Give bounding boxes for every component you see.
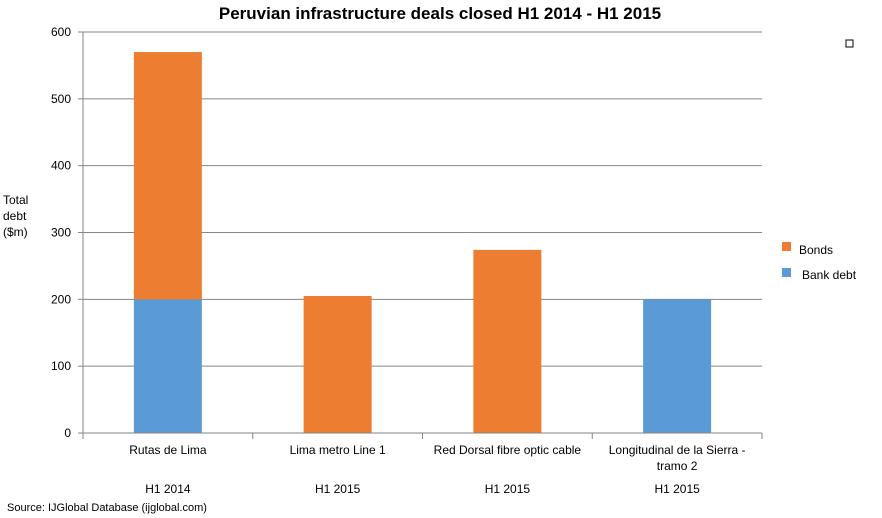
bar-segment-bank-debt <box>643 299 712 433</box>
y-axis-label: Total debt ($m) <box>3 193 28 239</box>
legend-label-bonds: Bonds <box>799 243 833 257</box>
legend: Bonds Bank debt <box>782 242 857 282</box>
legend-swatch-bank-debt <box>782 268 791 277</box>
x-tick-label: tramo 2 <box>657 459 698 473</box>
x-tick-label: Red Dorsal fibre optic cable <box>434 443 582 457</box>
y-tick-label: 600 <box>51 25 71 39</box>
legend-label-bank-debt: Bank debt <box>802 268 857 282</box>
y-axis-label-line: ($m) <box>3 225 28 239</box>
x-axis <box>82 32 763 439</box>
source-note: Source: IJGlobal Database (ijglobal.com) <box>7 502 207 514</box>
y-tick-label: 300 <box>51 226 71 240</box>
bar-segment-bank-debt <box>133 299 202 433</box>
y-tick-label: 200 <box>51 292 71 306</box>
y-tick-label: 100 <box>51 359 71 373</box>
x-tick-label: Longitudinal de la Sierra - <box>609 443 746 457</box>
x-period-label: H1 2014 <box>145 482 191 496</box>
x-tick-label: Lima metro Line 1 <box>290 443 386 457</box>
x-period-label: H1 2015 <box>654 482 700 496</box>
bars <box>133 52 712 433</box>
bar-segment-bonds <box>473 249 542 433</box>
bar-segment-bonds <box>303 295 372 433</box>
bar-segment-bonds <box>133 52 202 300</box>
x-period-label: H1 2015 <box>315 482 361 496</box>
legend-swatch-bonds <box>782 242 791 251</box>
y-tick-label: 500 <box>51 92 71 106</box>
y-axis-label-line: debt <box>3 209 27 223</box>
resize-handle-icon[interactable] <box>845 39 854 48</box>
x-tick-label: Rutas de Lima <box>129 443 207 457</box>
chart-title: Peruvian infrastructure deals closed H1 … <box>219 4 661 23</box>
y-tick-label: 400 <box>51 159 71 173</box>
y-axis-label-line: Total <box>3 193 28 207</box>
y-axis-ticks: 0 100 200 300 400 500 600 <box>51 25 83 440</box>
y-tick-label: 0 <box>64 426 71 440</box>
x-period-label: H1 2015 <box>485 482 531 496</box>
x-axis-labels: Rutas de Lima H1 2014 Lima metro Line 1 H1 … <box>129 443 745 496</box>
